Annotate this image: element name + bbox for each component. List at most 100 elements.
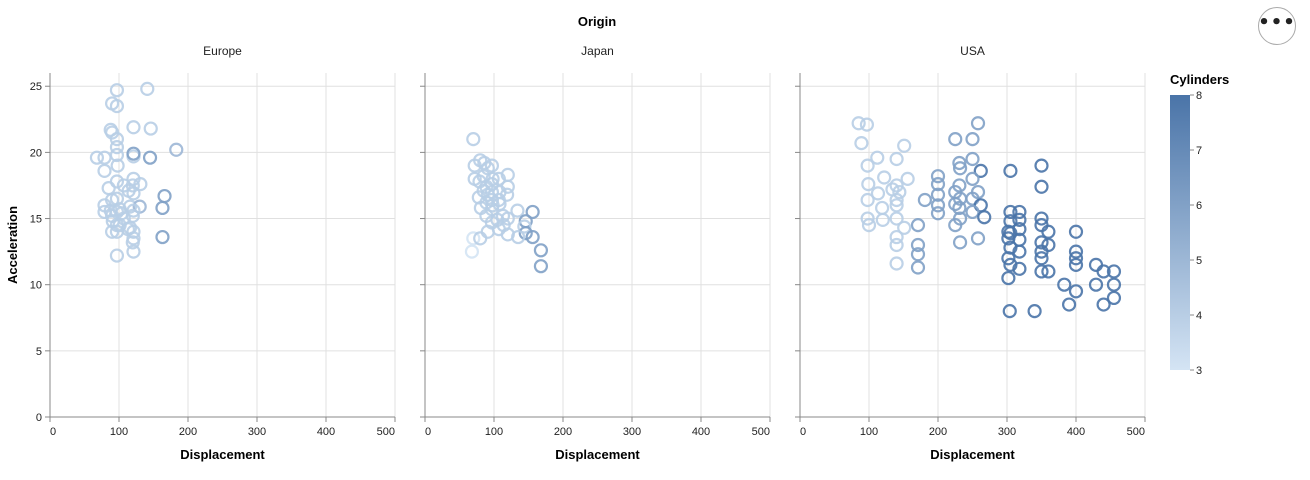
data-point [464, 244, 480, 259]
data-point [1068, 257, 1084, 272]
data-point [1068, 251, 1084, 266]
data-point [973, 198, 988, 213]
data-point [1068, 244, 1084, 259]
data-point [860, 211, 875, 226]
data-point [952, 200, 967, 216]
x-tick-label: 200 [554, 426, 572, 438]
data-point [892, 184, 907, 200]
data-point [466, 231, 481, 246]
data-point [900, 171, 915, 186]
data-point [1003, 163, 1018, 179]
x-tick-label: 500 [377, 426, 395, 438]
points-group [851, 116, 1122, 319]
data-point [1012, 204, 1027, 220]
data-point [889, 256, 904, 271]
data-point [930, 169, 946, 184]
data-point [169, 142, 184, 157]
data-point [1068, 284, 1084, 299]
x-tick-label: 300 [623, 426, 641, 438]
data-point [948, 218, 963, 233]
data-point [870, 186, 886, 201]
data-point [140, 81, 155, 96]
data-point [125, 235, 140, 250]
data-point [126, 120, 141, 135]
data-point [889, 237, 904, 253]
data-point [525, 229, 540, 245]
data-point [104, 224, 120, 239]
x-tick-label: 200 [929, 426, 947, 438]
data-point [89, 150, 105, 165]
data-point [142, 150, 158, 165]
data-point [965, 151, 980, 167]
data-point [1106, 264, 1122, 279]
points-group [89, 81, 184, 263]
data-point [517, 219, 532, 234]
data-point [877, 170, 892, 185]
data-point [930, 198, 946, 213]
data-point [1034, 158, 1049, 173]
data-point [952, 155, 967, 171]
data-point [533, 259, 549, 274]
legend-tick-label: 8 [1196, 90, 1202, 102]
data-point [133, 177, 148, 192]
y-tick-label: 10 [30, 280, 42, 292]
data-point [1012, 244, 1027, 259]
data-point [126, 244, 141, 259]
data-point [889, 178, 904, 193]
y-tick-label: 5 [36, 346, 42, 358]
data-point [109, 248, 125, 263]
x-tick-label: 0 [50, 426, 56, 438]
data-point [965, 132, 980, 147]
data-point [109, 147, 125, 163]
data-point [97, 163, 112, 179]
x-tick-label: 0 [425, 426, 431, 438]
data-point [1057, 277, 1072, 292]
data-point [1034, 264, 1049, 279]
data-point [1041, 264, 1056, 279]
data-point [110, 158, 125, 173]
data-point [889, 151, 904, 167]
data-point [533, 243, 549, 258]
data-point [97, 150, 112, 165]
data-point [910, 237, 926, 253]
data-point [910, 247, 926, 262]
data-point [859, 117, 875, 132]
facet-panel-europe: Europe 0 100 200 300 400 500 0 5 10 15 20 25 Displace… [30, 44, 396, 462]
data-point [889, 229, 904, 245]
data-point [466, 132, 481, 147]
data-point [970, 231, 986, 246]
data-point [1088, 257, 1104, 272]
data-point [1012, 212, 1027, 227]
data-point [952, 235, 968, 250]
data-point [1012, 261, 1027, 276]
data-point [109, 132, 125, 147]
points-group [464, 132, 549, 274]
data-point [467, 158, 482, 173]
facet-header: Europe [203, 44, 242, 58]
legend-tick-label: 3 [1196, 365, 1202, 377]
data-point [970, 116, 986, 131]
data-point [889, 211, 904, 226]
data-point [910, 260, 926, 275]
x-tick-label: 400 [1067, 426, 1085, 438]
data-point [917, 192, 932, 208]
data-point [1034, 179, 1049, 194]
data-point [860, 192, 875, 208]
legend-tick-label: 5 [1196, 255, 1202, 267]
x-tick-label: 100 [485, 426, 503, 438]
actions-menu-button[interactable]: ••• [1258, 7, 1296, 45]
x-tick-label: 400 [692, 426, 710, 438]
data-point [1041, 224, 1056, 239]
data-point [948, 196, 963, 212]
data-point [930, 206, 946, 221]
data-point [861, 177, 876, 192]
y-tick-label: 0 [36, 412, 42, 424]
data-point [518, 225, 533, 241]
data-point [1088, 277, 1104, 292]
data-point [1068, 224, 1084, 239]
data-point [870, 150, 885, 165]
y-axis-title: Acceleration [5, 206, 20, 284]
data-point [155, 229, 170, 245]
data-point [1002, 304, 1017, 319]
data-point [948, 132, 963, 147]
